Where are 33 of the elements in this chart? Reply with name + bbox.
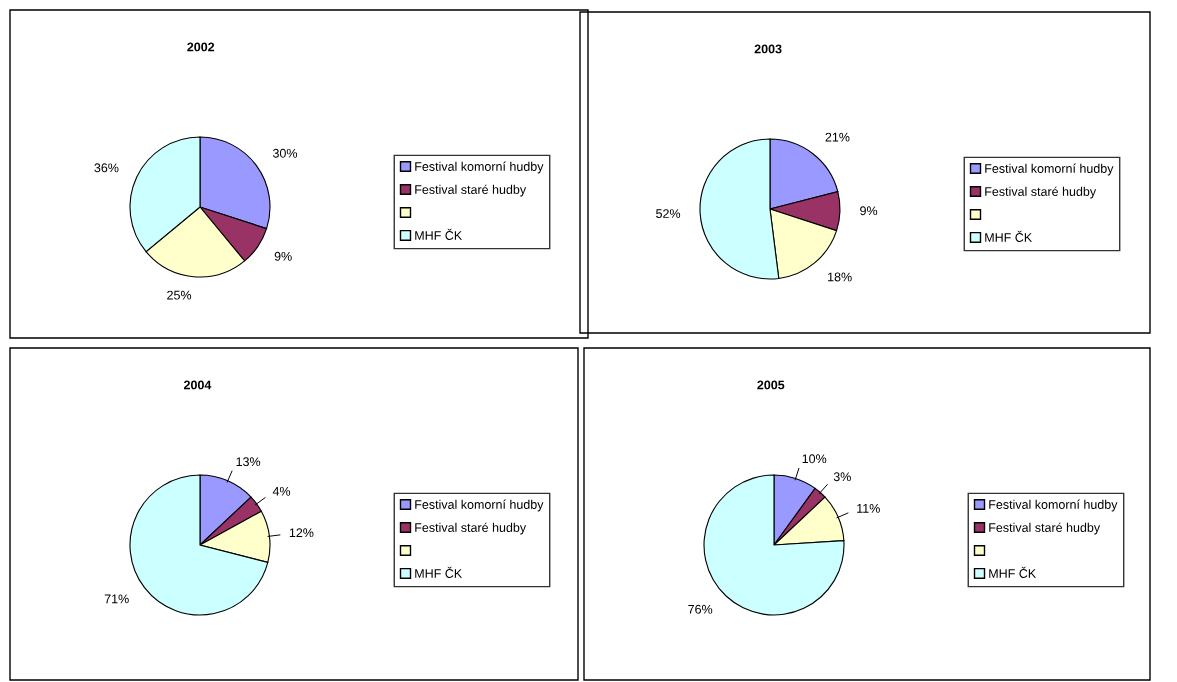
chart-title: 2002 <box>187 42 215 52</box>
data-label: 18% <box>828 272 852 282</box>
legend-label: Festival staré hudby <box>985 186 1097 199</box>
legend-label: Festival komorní hudby <box>985 163 1114 176</box>
data-label: 52% <box>656 209 681 218</box>
data-label: 76% <box>688 604 713 614</box>
data-label: 25% <box>167 290 192 300</box>
data-label: 10% <box>802 454 827 464</box>
data-label: 11% <box>857 503 880 513</box>
data-label: 9% <box>274 251 292 261</box>
data-label: 3% <box>833 472 851 482</box>
legend-label: Festival staré hudby <box>415 522 527 535</box>
legend-label: Festival staré hudby <box>989 522 1101 535</box>
legend-label: MHF ČK <box>985 230 1033 242</box>
legend-label: Festival komorní hudby <box>415 499 544 512</box>
data-label: 21% <box>825 132 850 142</box>
legend-label: MHF ČK <box>989 566 1037 578</box>
data-label: 13% <box>236 457 261 467</box>
data-label: 30% <box>272 148 298 158</box>
chart-title: 2003 <box>754 44 782 54</box>
pie-slice <box>129 474 269 616</box>
chart-title: 2004 <box>183 380 212 390</box>
data-label: 9% <box>860 206 878 216</box>
legend-label: Festival komorní hudby <box>415 161 544 174</box>
legend-label: Festival staré hudby <box>415 184 527 197</box>
data-label: 4% <box>272 486 291 496</box>
legend-label: Festival komorní hudby <box>989 499 1118 512</box>
chart-title: 2005 <box>757 380 785 390</box>
legend-label: MHF ČK <box>415 228 463 240</box>
data-label: 12% <box>289 528 314 538</box>
legend-label: MHF ČK <box>415 566 463 578</box>
data-label: 36% <box>94 163 119 173</box>
data-label: 71% <box>104 594 129 604</box>
